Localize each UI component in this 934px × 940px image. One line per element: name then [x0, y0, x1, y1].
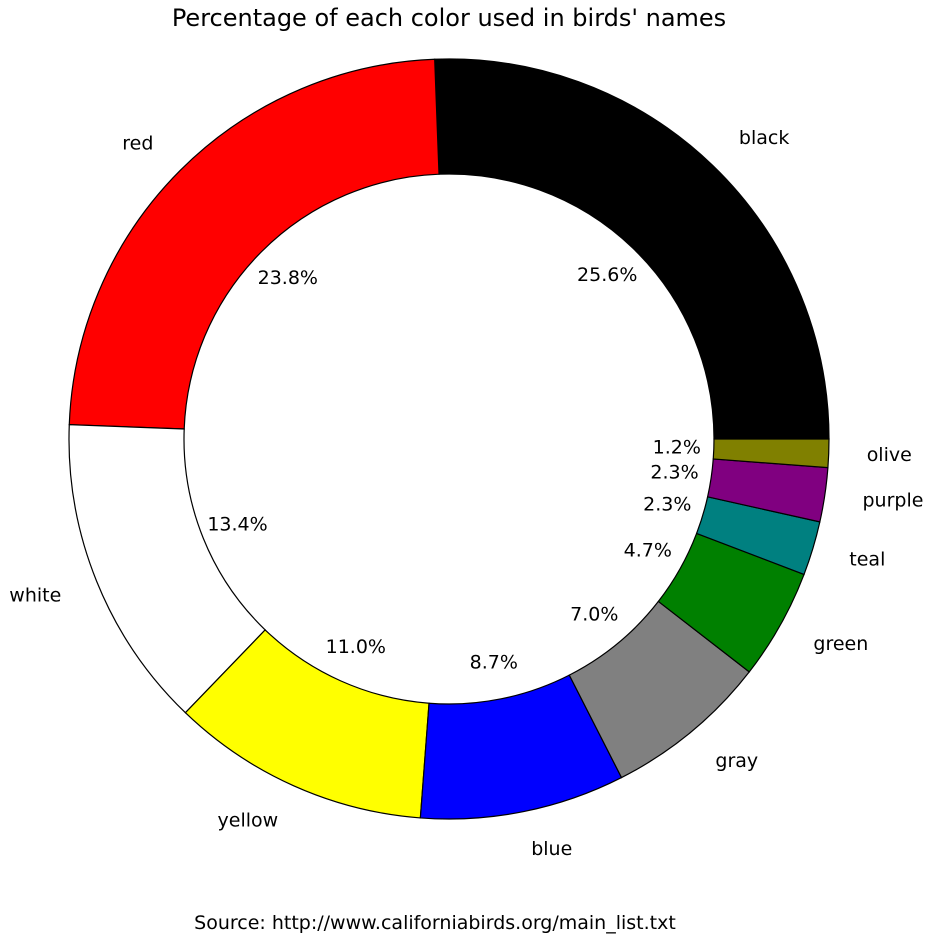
pct-label-yellow: 11.0%: [326, 636, 386, 658]
slice-label-teal: teal: [849, 548, 885, 570]
percentage-labels: 25.6% 23.8% 13.4% 11.0% 8.7% 7.0% 4.7% 2.3% 2.3%…: [207, 264, 701, 674]
pct-label-gray: 7.0%: [570, 604, 618, 626]
slice-label-red: red: [122, 132, 153, 154]
slice-label-olive: olive: [867, 444, 912, 466]
slice-red: [68, 58, 440, 430]
pct-label-purple: 2.3%: [650, 462, 698, 484]
slice-labels: black red white yellow blue gray green teal purp…: [9, 127, 923, 860]
slice-label-white: white: [9, 584, 61, 606]
slice-olive: [712, 438, 830, 469]
pct-label-teal: 2.3%: [643, 494, 691, 516]
slice-label-purple: purple: [863, 490, 924, 512]
slice-label-blue: blue: [531, 838, 572, 860]
slice-label-black: black: [739, 127, 789, 149]
pct-label-white: 13.4%: [207, 513, 267, 535]
slice-label-gray: gray: [715, 750, 758, 772]
pct-label-blue: 8.7%: [470, 652, 518, 674]
slice-label-yellow: yellow: [218, 810, 279, 832]
pct-label-black: 25.6%: [577, 264, 637, 286]
donut-slices: [68, 58, 830, 820]
pct-label-green: 4.7%: [624, 540, 672, 562]
slice-label-green: green: [813, 633, 868, 655]
slice-black: [434, 58, 830, 440]
pct-label-olive: 1.2%: [653, 437, 701, 459]
source-note: Source: http://www.californiabirds.org/m…: [194, 912, 676, 934]
chart-title: Percentage of each color used in birds' …: [172, 4, 726, 32]
pct-label-red: 23.8%: [258, 267, 318, 289]
